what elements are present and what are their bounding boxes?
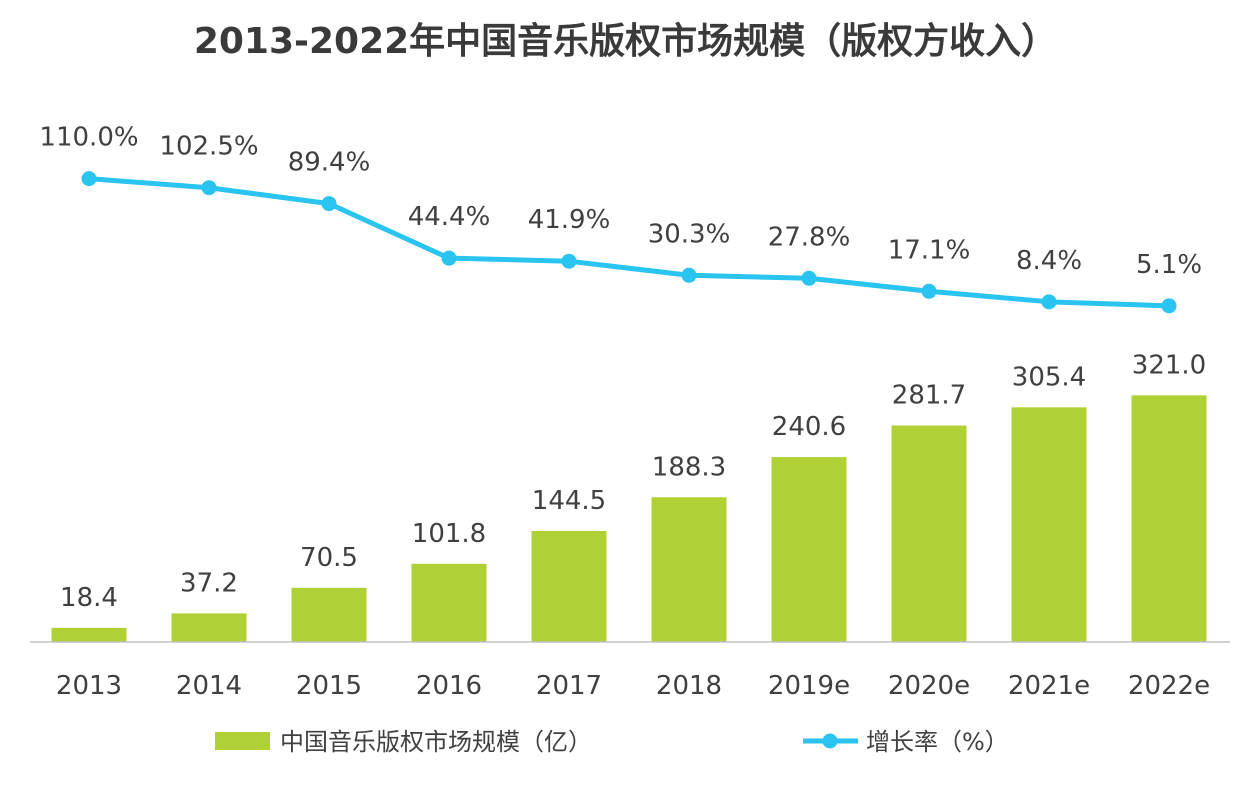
bar [531,530,607,642]
legend-label-line: 增长率（%） [866,728,1009,756]
x-tick-label: 2019e [768,671,850,701]
bar [771,457,847,642]
growth-value-label: 41.9% [528,205,611,235]
x-tick-label: 2017 [536,671,602,701]
growth-value-label: 102.5% [159,132,258,162]
x-tick-label: 2020e [888,671,970,701]
bar-value-label: 18.4 [60,583,118,613]
bar-value-labels: 18.4 37.2 70.5 101.8 144.5 188.3 240.6 281.7 305… [60,350,1206,613]
bar [171,613,247,642]
x-tick-label: 2022e [1128,671,1210,701]
growth-point [921,283,937,299]
bar [1131,395,1207,642]
growth-point [81,171,97,187]
x-tick-label: 2015 [296,671,362,701]
bar-value-label: 144.5 [532,486,606,516]
bar [891,425,967,642]
x-tick-label: 2016 [416,671,482,701]
bar-value-label: 240.6 [772,412,846,442]
growth-value-label: 5.1% [1136,250,1202,280]
bar-value-label: 305.4 [1012,362,1086,392]
growth-point [321,196,337,212]
growth-point [1041,294,1057,310]
x-tick-label: 2014 [176,671,242,701]
legend-label-bar: 中国音乐版权市场规模（亿） [280,728,592,756]
bar [411,563,487,642]
x-tick-label: 2018 [656,671,722,701]
growth-point [201,180,217,196]
growth-point [681,267,697,283]
x-tick-label: 2013 [56,671,122,701]
growth-value-label: 27.8% [768,222,851,252]
bar-value-label: 188.3 [652,452,726,482]
chart-title: 2013-2022年中国音乐版权市场规模（版权方收入） [193,21,1058,62]
growth-line [88,176,1170,309]
growth-value-label: 17.1% [888,235,971,265]
growth-point [801,270,817,286]
legend: 中国音乐版权市场规模（亿） 增长率（%） [215,728,1009,756]
growth-value-label: 30.3% [648,219,731,249]
x-axis-tick-labels: 2013 2014 2015 2016 2017 2018 2019e 2020e 2021e 2… [56,671,1210,701]
bar [51,627,127,642]
growth-line-series [81,171,1177,314]
bar-value-label: 101.8 [412,519,486,549]
bar-series [51,395,1207,642]
bar [1011,407,1087,642]
bar-value-label: 321.0 [1132,350,1206,380]
bar [291,587,367,642]
bar-value-label: 37.2 [180,568,238,598]
bar-value-label: 281.7 [892,381,966,411]
growth-point [561,253,577,269]
growth-value-label: 110.0% [39,123,138,153]
growth-value-label: 8.4% [1016,246,1082,276]
growth-value-labels: 110.0% 102.5% 89.4% 44.4% 41.9% 30.3% 27.8% 17.… [39,123,1202,280]
growth-value-label: 89.4% [288,148,371,178]
bar-value-label: 70.5 [300,543,358,573]
growth-point [441,250,457,266]
legend-swatch-marker [822,733,838,749]
bar [651,497,727,642]
x-tick-label: 2021e [1008,671,1090,701]
legend-swatch-bar [215,732,270,750]
growth-value-label: 44.4% [408,202,491,232]
growth-point [1161,298,1177,314]
